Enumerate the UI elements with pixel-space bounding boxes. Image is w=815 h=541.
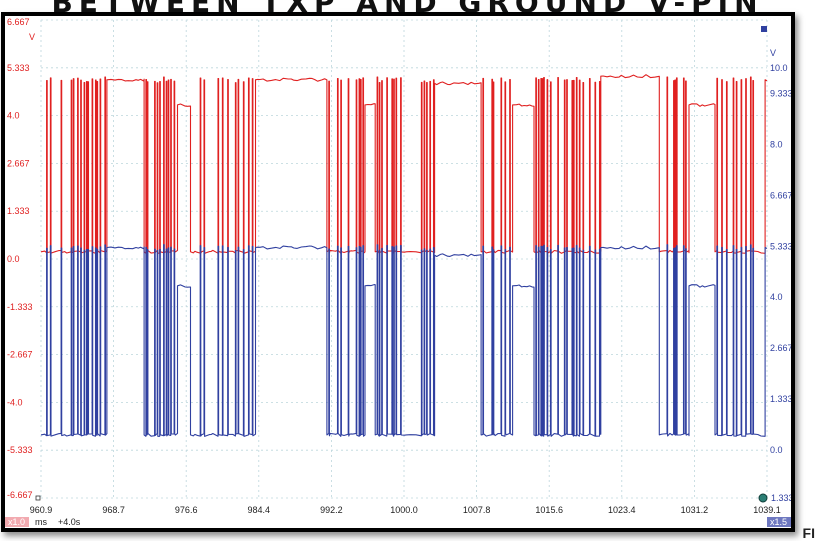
right-axis-tick-label: 1.333 <box>770 394 791 404</box>
x-axis-tick-label: 968.7 <box>102 505 125 515</box>
x-axis-tick-label: 1000.0 <box>390 505 418 515</box>
x-axis-tick-label: 1007.8 <box>463 505 491 515</box>
x-axis-tick-label: 1023.4 <box>608 505 636 515</box>
scope-view: 6.667 5.333 4.0 2.667 1.333 0.0 -1.333 -2.667 -4… <box>5 16 791 528</box>
title-strip: BETWEEN TXP AND GROUND V-PIN <box>0 0 815 12</box>
left-axis-tick-label: -1.333 <box>7 302 33 312</box>
x-axis-tick-label: 984.4 <box>248 505 271 515</box>
grid <box>40 19 768 499</box>
x-axis-unit: ms <box>35 517 47 527</box>
x-axis-tick-label: 1015.6 <box>535 505 563 515</box>
right-axis-tick-label: 5.333 <box>770 241 791 251</box>
x-axis-tick-label: 1039.1 <box>753 505 781 515</box>
x-axis-tick-label: 976.6 <box>175 505 198 515</box>
traces <box>40 74 768 437</box>
right-axis-tick-label: 10.0 <box>770 63 788 73</box>
x-axis-tick-label: 1031.2 <box>681 505 709 515</box>
x-axis-tick-label: 992.2 <box>320 505 343 515</box>
left-axis-tick-label: 4.0 <box>7 111 20 121</box>
right-axis-unit: V <box>770 48 776 58</box>
right-scale-marker-icon <box>761 26 767 32</box>
right-axis-tick-label: 2.667 <box>770 343 791 353</box>
right-axis-tick-label: 6.667 <box>770 190 791 200</box>
right-axis-tick-label: 8.0 <box>770 139 783 149</box>
chart-title: BETWEEN TXP AND GROUND V-PIN <box>0 0 815 12</box>
left-axis-unit: V <box>29 32 35 42</box>
left-scale-badge: x1.0 <box>8 517 25 527</box>
right-axis-extra-label: 1.333 <box>771 493 791 503</box>
scope-frame: 6.667 5.333 4.0 2.667 1.333 0.0 -1.333 -2.667 -4… <box>1 12 795 532</box>
right-scale-badge-bg <box>767 517 791 527</box>
right-axis-tick-label: 0.0 <box>770 445 783 455</box>
left-axis-tick-label: -5.333 <box>7 445 33 455</box>
left-scale-badge-bg <box>5 517 29 527</box>
x-axis-offset: +4.0s <box>58 517 81 527</box>
right-axis-tick-label: 9.333 <box>770 88 791 98</box>
left-axis-tick-label: -2.667 <box>7 350 33 360</box>
right-scale-badge: x1.5 <box>770 517 787 527</box>
left-axis-tick-label: 2.667 <box>7 158 30 168</box>
left-axis-tick-label: 1.333 <box>7 206 30 216</box>
right-axis-tick-label: 4.0 <box>770 292 783 302</box>
x-axis-tick-label: 960.9 <box>30 505 53 515</box>
series-channel-b-line <box>40 244 768 437</box>
corner-label: FI <box>802 525 815 541</box>
left-axis-tick-label: 0.0 <box>7 254 20 264</box>
ruler-handle-icon <box>758 493 768 503</box>
left-axis-tick-label: -4.0 <box>7 397 23 407</box>
left-axis-tick-label: 5.333 <box>7 63 30 73</box>
oscilloscope-chart: 6.667 5.333 4.0 2.667 1.333 0.0 -1.333 -2.667 -4… <box>5 17 791 527</box>
left-scale-marker-icon <box>35 495 41 501</box>
left-axis-tick-label: -6.667 <box>7 490 33 500</box>
left-axis-tick-label: 6.667 <box>7 17 30 27</box>
axes: 6.667 5.333 4.0 2.667 1.333 0.0 -1.333 -2.667 -4… <box>5 17 791 527</box>
